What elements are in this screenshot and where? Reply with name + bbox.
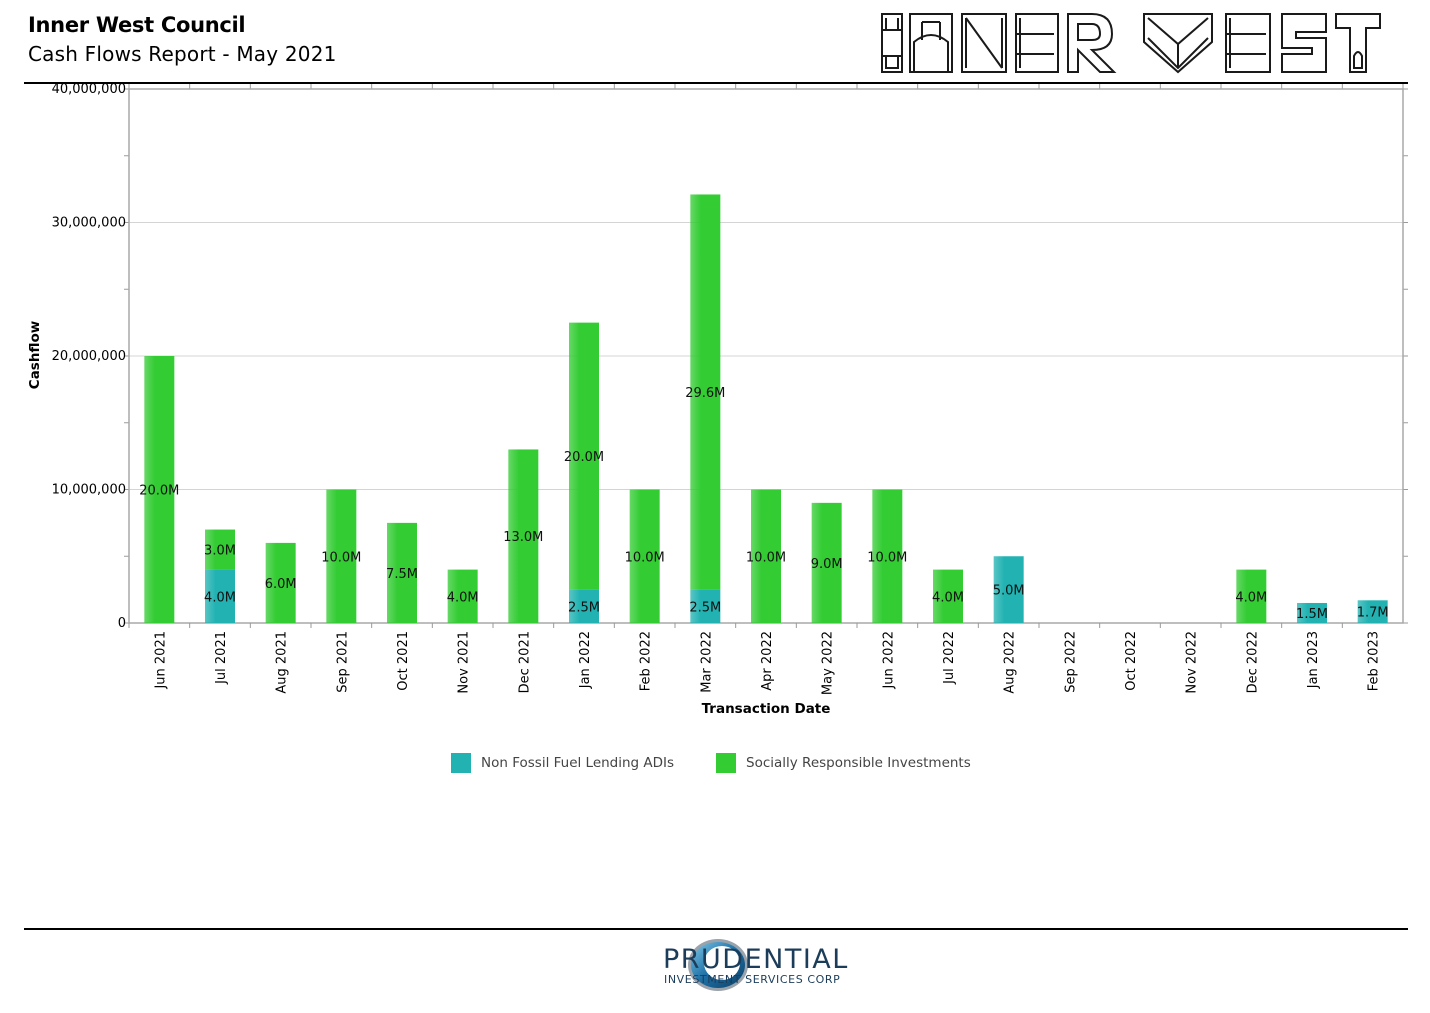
- legend-item-non-fossil: Non Fossil Fuel Lending ADIs: [451, 752, 674, 774]
- legend-label-non-fossil: Non Fossil Fuel Lending ADIs: [481, 755, 675, 771]
- legend-item-sri: Socially Responsible Investments: [716, 752, 971, 774]
- data-label: 7.5M: [386, 567, 418, 582]
- bar: [751, 489, 781, 623]
- bar: [690, 194, 721, 590]
- x-tick-label: Oct 2022: [1124, 631, 1139, 691]
- data-label: 1.7M: [1357, 606, 1389, 621]
- bar: [205, 569, 235, 623]
- data-label: 4.0M: [1235, 590, 1267, 605]
- data-label: 4.0M: [932, 590, 964, 605]
- x-tick-label: Dec 2021: [517, 631, 532, 693]
- data-label: 1.5M: [1296, 607, 1328, 622]
- bar: [690, 589, 721, 623]
- bar: [265, 542, 296, 623]
- bar: [1357, 600, 1388, 623]
- bar: [447, 569, 478, 623]
- y-tick-label: 40,000,000: [52, 82, 126, 97]
- bar: [993, 556, 1024, 623]
- bar: [1236, 569, 1267, 623]
- prudential-subtitle: INVESTMENT SERVICES CORP: [664, 973, 841, 986]
- x-tick-label: Mar 2022: [699, 631, 714, 693]
- data-label: 10.0M: [746, 550, 786, 565]
- bar: [933, 569, 963, 623]
- y-tick-label: 0: [118, 616, 126, 631]
- x-tick-label: Jan 2022: [578, 631, 593, 689]
- data-label: 2.5M: [689, 600, 721, 615]
- bar: [387, 522, 417, 623]
- y-tick-label: 10,000,000: [52, 483, 126, 498]
- y-tick-label: 30,000,000: [52, 216, 126, 231]
- legend-swatch-non-fossil: [451, 753, 471, 773]
- data-label: 13.0M: [503, 530, 543, 545]
- legend-swatch-sri: [716, 753, 736, 773]
- x-tick-label: Sep 2022: [1063, 631, 1078, 693]
- data-label: 4.0M: [447, 590, 479, 605]
- y-axis-title: Cashflow: [27, 321, 43, 389]
- bar: [144, 356, 175, 623]
- x-tick-label: Jan 2023: [1306, 631, 1321, 689]
- data-label: 29.6M: [685, 386, 725, 401]
- x-tick-label: Apr 2022: [760, 631, 775, 691]
- x-tick-label: Nov 2022: [1185, 631, 1200, 694]
- x-tick-label: Aug 2021: [275, 631, 290, 694]
- bar: [569, 589, 599, 623]
- x-axis-title: Transaction Date: [702, 701, 831, 717]
- prudential-name: PRUDENTIAL: [663, 944, 849, 975]
- bar: [326, 489, 357, 623]
- inner-west-logo: [881, 13, 1381, 74]
- legend-label-sri: Socially Responsible Investments: [746, 755, 971, 771]
- x-tick-label: Jun 2022: [881, 631, 896, 690]
- data-label: 9.0M: [811, 557, 843, 572]
- report-title: Inner West Council: [28, 13, 246, 37]
- data-label: 5.0M: [993, 584, 1025, 599]
- x-tick-label: Jul 2021: [214, 631, 229, 685]
- x-tick-label: May 2022: [821, 631, 836, 695]
- x-tick-label: Sep 2021: [335, 631, 350, 693]
- header-rule: [24, 82, 1408, 84]
- x-tick-label: Dec 2022: [1245, 631, 1260, 693]
- x-tick-label: Jun 2021: [153, 631, 168, 690]
- x-tick-label: Oct 2021: [396, 631, 411, 691]
- bar: [508, 449, 539, 623]
- bar: [872, 489, 903, 623]
- x-tick-label: Nov 2021: [457, 631, 472, 694]
- y-tick-label: 20,000,000: [52, 349, 126, 364]
- x-tick-label: Aug 2022: [1003, 631, 1018, 694]
- prudential-logo: [688, 939, 748, 991]
- cashflow-chart: 0 10,000,000 20,000,000 30,000,000 40,000,00…: [27, 82, 1408, 717]
- data-label: 4.0M: [204, 590, 236, 605]
- data-label: 10.0M: [321, 550, 361, 565]
- x-tick-label: Feb 2023: [1367, 631, 1382, 691]
- data-label: 10.0M: [867, 550, 907, 565]
- x-tick-label: Jul 2022: [942, 631, 957, 685]
- data-label: 6.0M: [265, 577, 297, 592]
- data-label: 20.0M: [139, 484, 179, 499]
- footer-rule: [24, 928, 1408, 930]
- report-subtitle: Cash Flows Report - May 2021: [28, 42, 337, 66]
- chart-legend: Non Fossil Fuel Lending ADIs Socially Re…: [0, 752, 1430, 776]
- bar: [811, 502, 842, 623]
- x-tick-label: Feb 2022: [639, 631, 654, 691]
- data-label: 20.0M: [564, 450, 604, 465]
- data-label: 10.0M: [625, 550, 665, 565]
- bar: [1297, 602, 1327, 623]
- bar: [205, 529, 235, 570]
- data-label: 3.0M: [204, 544, 236, 559]
- bar: [569, 322, 599, 590]
- data-label: 2.5M: [568, 600, 600, 615]
- bar: [629, 489, 660, 623]
